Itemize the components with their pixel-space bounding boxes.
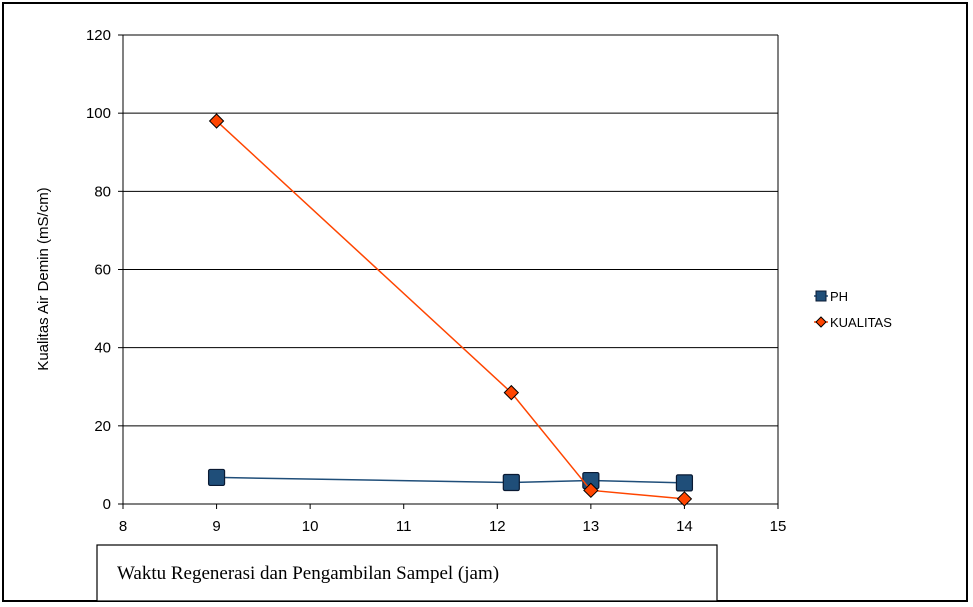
legend-marker-kualitas	[815, 316, 827, 328]
point-kualitas-0	[208, 113, 225, 129]
series-line-kualitas	[216, 120, 685, 500]
legend: PH KUALITAS	[814, 289, 892, 330]
point-kualitas-3	[676, 491, 693, 507]
y-ticks: 0 20 40 60 80 100 120	[86, 27, 123, 513]
legend-marker-ph	[815, 290, 827, 302]
y-tick-label-1: 20	[94, 418, 111, 435]
x-tick-label-2: 10	[302, 518, 319, 535]
legend-item-kualitas: KUALITAS	[814, 315, 892, 330]
grid-lines	[123, 34, 779, 504]
x-ticks: 8 9 10 11 12 13 14 15	[119, 504, 787, 535]
y-tick-label-5: 100	[86, 105, 111, 122]
series-line-ph	[216, 476, 685, 484]
x-tick-label-0: 8	[119, 518, 127, 535]
y-axis-label: Kualitas Air Demin (mS/cm)	[35, 187, 52, 370]
y-tick-label-0: 0	[103, 496, 111, 513]
x-tick-label-5: 13	[583, 518, 600, 535]
series-kualitas	[208, 113, 693, 507]
point-kualitas-1	[503, 384, 520, 401]
y-tick-label-4: 80	[94, 183, 111, 200]
y-tick-label-3: 60	[94, 262, 111, 279]
x-tick-label-1: 9	[212, 518, 220, 535]
y-tick-label-2: 40	[94, 340, 111, 357]
legend-item-ph: PH	[814, 289, 848, 304]
point-ph-1	[502, 473, 520, 492]
x-axis-label: Waktu Regenerasi dan Pengambilan Sampel …	[117, 563, 499, 584]
legend-label-ph: PH	[830, 289, 848, 304]
x-tick-label-6: 14	[676, 518, 693, 535]
x-tick-label-4: 12	[489, 518, 506, 535]
series-ph	[207, 468, 694, 492]
point-kualitas-2	[583, 482, 599, 499]
series-layer	[207, 113, 694, 507]
x-tick-label-3: 11	[396, 518, 412, 535]
y-tick-label-6: 120	[86, 27, 111, 44]
x-axis-label-box	[96, 544, 718, 602]
legend-label-kualitas: KUALITAS	[830, 315, 892, 330]
x-tick-label-7: 15	[770, 518, 787, 535]
point-ph-3	[675, 474, 694, 492]
point-ph-0	[207, 468, 226, 487]
